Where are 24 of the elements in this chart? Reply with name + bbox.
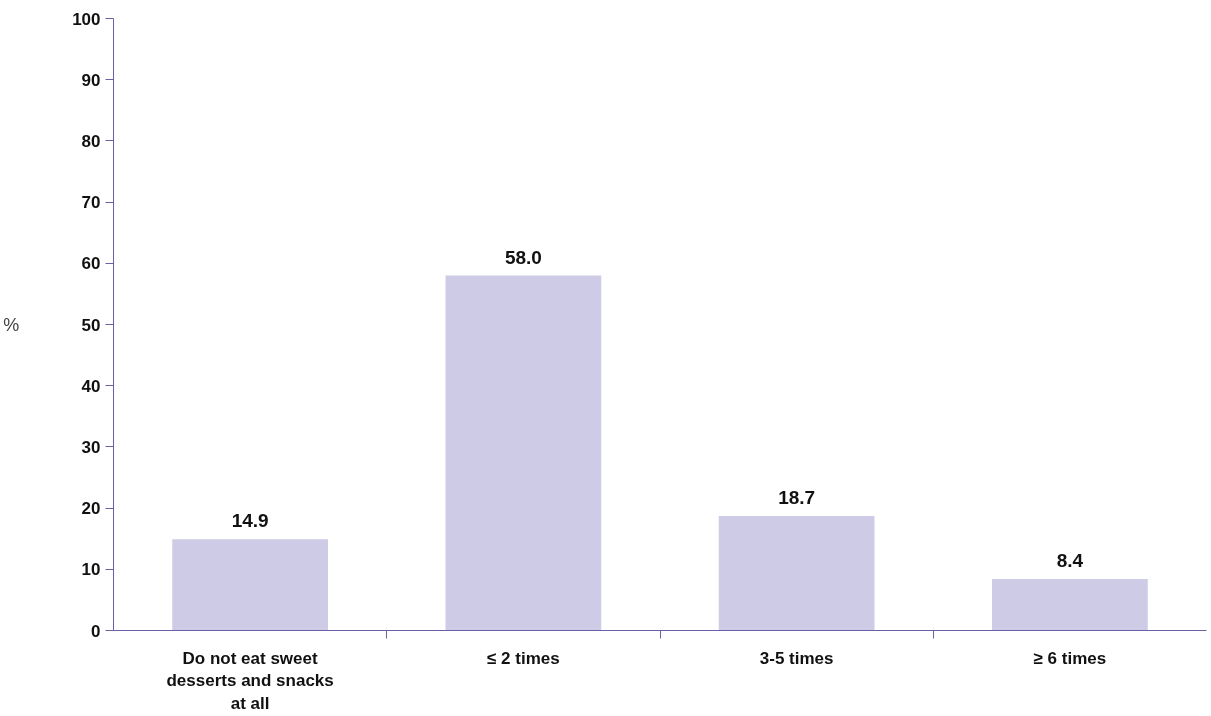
data-label: 18.7	[778, 487, 816, 509]
y-tick-label: 90	[81, 70, 101, 90]
data-label: 8.4	[1056, 550, 1084, 572]
bar	[992, 579, 1148, 631]
x-tick-label: ≥ 6 times	[1033, 648, 1107, 668]
y-tick-label: 60	[81, 254, 101, 274]
y-tick-label: 40	[81, 376, 101, 396]
x-tick-label: ≤ 2 times	[487, 648, 560, 668]
y-tick-label: 50	[81, 315, 101, 335]
y-tick-label: 30	[81, 437, 101, 457]
bar	[718, 516, 875, 631]
y-tick-label: 20	[81, 499, 101, 519]
x-tick-label: 3-5 times	[759, 648, 834, 668]
y-tick-label: 100	[72, 9, 101, 29]
data-label: 14.9	[231, 510, 269, 532]
y-tick-label: 80	[81, 131, 101, 151]
bar	[172, 539, 328, 631]
y-tick-label: 0	[91, 621, 101, 641]
data-label: 58.0	[504, 246, 542, 268]
y-tick-label: 10	[81, 560, 101, 580]
bar	[445, 275, 602, 631]
x-tick-label: Do not eat sweet desserts and snacks at all	[166, 648, 334, 714]
y-axis-title: %	[3, 314, 20, 335]
y-tick-label: 70	[81, 193, 101, 213]
